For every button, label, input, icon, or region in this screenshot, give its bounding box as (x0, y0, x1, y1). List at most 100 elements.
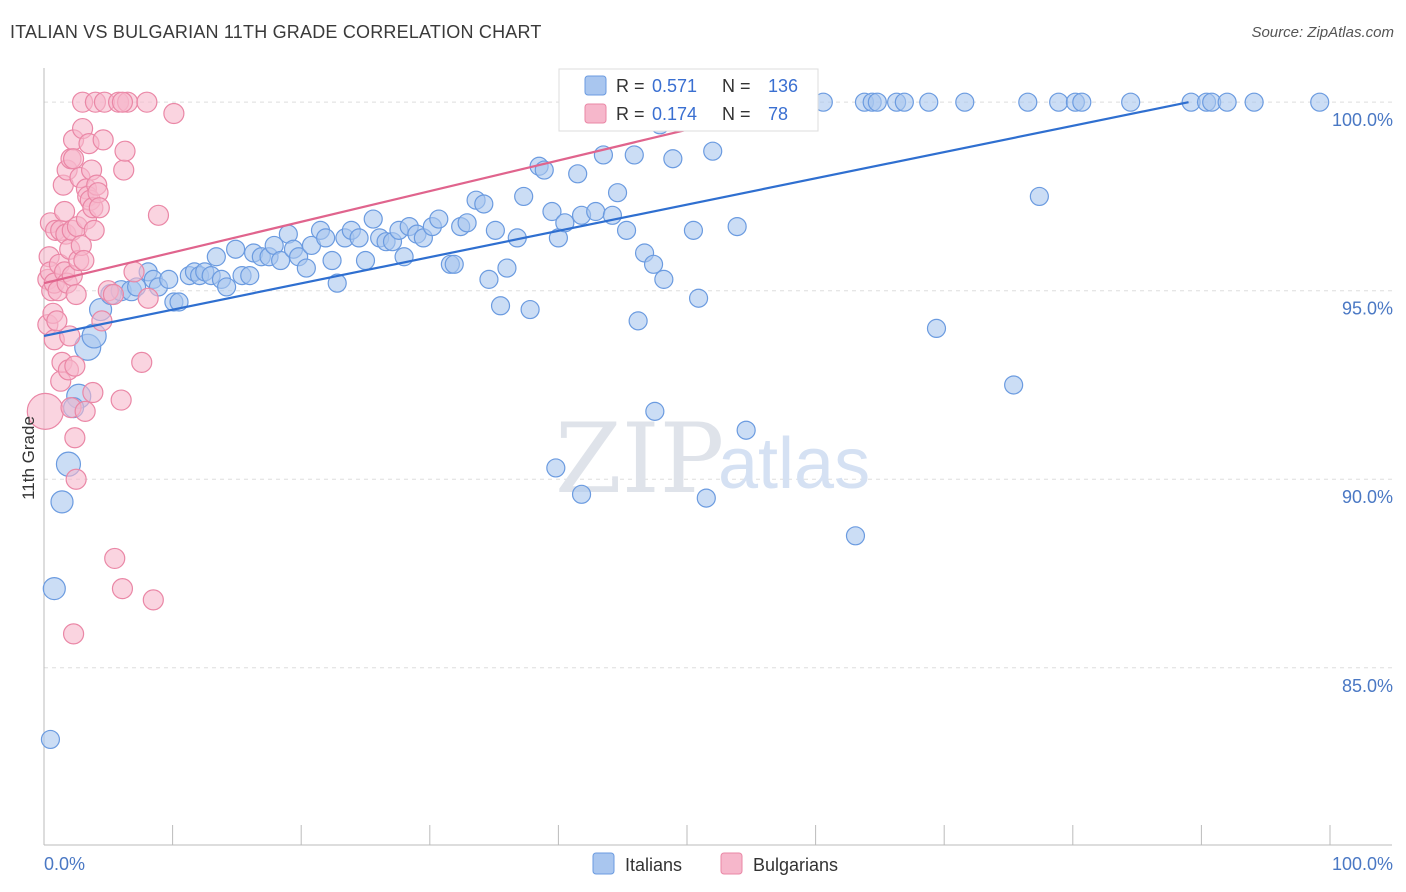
italian-point-29 (240, 266, 260, 286)
italian-point-71 (520, 299, 540, 320)
bulgarian-point-72 (137, 287, 159, 309)
italian-point-0 (40, 729, 61, 750)
legend-r-label-italians: R = (616, 76, 645, 96)
italian-point-121 (1029, 186, 1049, 207)
italian-point-26 (217, 277, 237, 297)
bulgarian-point-76 (62, 623, 85, 645)
italian-point-82 (607, 183, 628, 203)
italian-point-16 (159, 269, 179, 289)
bulgarian-point-34 (65, 283, 87, 306)
axes (43, 68, 1392, 846)
legend-r-label-bulgarians: R = (616, 104, 645, 124)
legend-swatch-italians (584, 75, 607, 96)
bulgarian-point-11 (46, 310, 68, 332)
italian-point-85 (628, 311, 648, 331)
italian-point-90 (654, 269, 674, 289)
italian-point-77 (568, 164, 588, 184)
italian-point-83 (616, 220, 637, 240)
bulgarian-point-60 (102, 283, 125, 306)
chart-title: ITALIAN VS BULGARIAN 11TH GRADE CORRELAT… (10, 22, 542, 42)
italian-point-119 (1004, 375, 1024, 395)
italian-point-132 (546, 458, 566, 478)
italian-point-88 (645, 401, 665, 421)
italian-point-76 (555, 213, 575, 233)
italian-point-42 (322, 250, 342, 271)
italian-point-60 (444, 254, 464, 274)
italian-point-64 (474, 194, 494, 214)
legend-n-value-bulgarians: 78 (768, 104, 788, 124)
legend-n-label-italians: N = (722, 76, 751, 96)
bulgarian-point-56 (91, 310, 113, 332)
italian-point-43 (327, 273, 347, 293)
italian-point-133 (696, 488, 716, 508)
y-tick-label-3: 100.0% (1332, 110, 1393, 130)
italian-point-115 (894, 92, 914, 112)
italian-point-113 (867, 92, 887, 112)
italian-point-1 (42, 576, 66, 601)
legend-r-value-italians: 0.571 (652, 76, 697, 96)
bulgarian-point-61 (104, 547, 126, 570)
bulgarian-point-43 (74, 400, 96, 422)
italian-point-84 (624, 145, 644, 165)
legend-r-value-bulgarians: 0.174 (652, 104, 697, 124)
italian-point-111 (845, 526, 866, 546)
y-tick-label-2: 95.0% (1342, 299, 1393, 319)
x-tick-label-0: 0.0% (44, 854, 85, 874)
bulgarian-point-77 (82, 381, 104, 404)
bulgarian-point-51 (83, 219, 105, 241)
italian-point-100 (727, 217, 747, 237)
italian-point-24 (206, 247, 226, 267)
italian-point-91 (663, 149, 683, 169)
italian-point-130 (1244, 92, 1264, 112)
bulgarian-point-32 (64, 427, 86, 449)
source-label: Source: ZipAtlas.com (1251, 24, 1394, 41)
italian-point-122 (1049, 92, 1069, 112)
legend-swatch-bulgarians (584, 103, 607, 124)
bulgarian-point-65 (113, 159, 135, 181)
italian-point-117 (926, 318, 947, 339)
italian-point-2 (50, 490, 74, 514)
italian-point-67 (490, 296, 511, 316)
italian-point-74 (542, 201, 562, 222)
italian-point-124 (1072, 92, 1092, 112)
series-legend: Italians Bulgarians (592, 852, 838, 875)
series-italians (40, 92, 1330, 750)
stats-legend: R = 0.571 N = 136 R = 0.174 N = 78 (558, 68, 819, 132)
bottom-legend-swatch-italians (592, 852, 615, 875)
bulgarian-point-35 (65, 468, 87, 490)
bulgarian-point-42 (73, 249, 95, 272)
y-tick-label-1: 90.0% (1342, 487, 1393, 507)
italian-point-94 (688, 288, 709, 308)
x-tick-label-1: 100.0% (1332, 854, 1393, 874)
italian-point-41 (316, 228, 336, 248)
italian-point-70 (514, 186, 534, 207)
bulgarian-point-31 (62, 148, 85, 170)
italian-point-68 (497, 258, 517, 278)
gridlines (44, 101, 1392, 669)
bulgarian-point-57 (92, 129, 114, 151)
italian-point-58 (429, 209, 449, 229)
italian-point-66 (485, 220, 505, 240)
bulgarian-point-68 (111, 91, 134, 113)
watermark: ZIP atlas (555, 403, 870, 515)
italian-point-120 (1018, 92, 1038, 112)
bulgarian-point-74 (147, 204, 170, 226)
bulgarian-point-69 (123, 261, 145, 283)
italian-point-34 (271, 250, 291, 271)
bulgarian-point-64 (111, 577, 134, 600)
bulgarian-point-70 (131, 351, 153, 373)
bottom-legend-label-bulgarians: Bulgarians (753, 855, 838, 875)
italian-point-47 (355, 250, 376, 271)
y-tick-labels: 85.0% 90.0% 95.0% 100.0% (1332, 110, 1393, 696)
italian-point-62 (457, 213, 477, 233)
series-bulgarians (26, 91, 185, 645)
italian-point-93 (683, 220, 704, 240)
italian-point-101 (736, 420, 756, 440)
bulgarian-point-63 (110, 389, 132, 411)
italian-point-38 (296, 258, 316, 278)
italian-point-87 (643, 254, 664, 274)
bottom-legend-label-italians: Italians (625, 855, 682, 875)
italian-point-65 (479, 269, 499, 289)
bulgarian-point-71 (136, 91, 158, 113)
